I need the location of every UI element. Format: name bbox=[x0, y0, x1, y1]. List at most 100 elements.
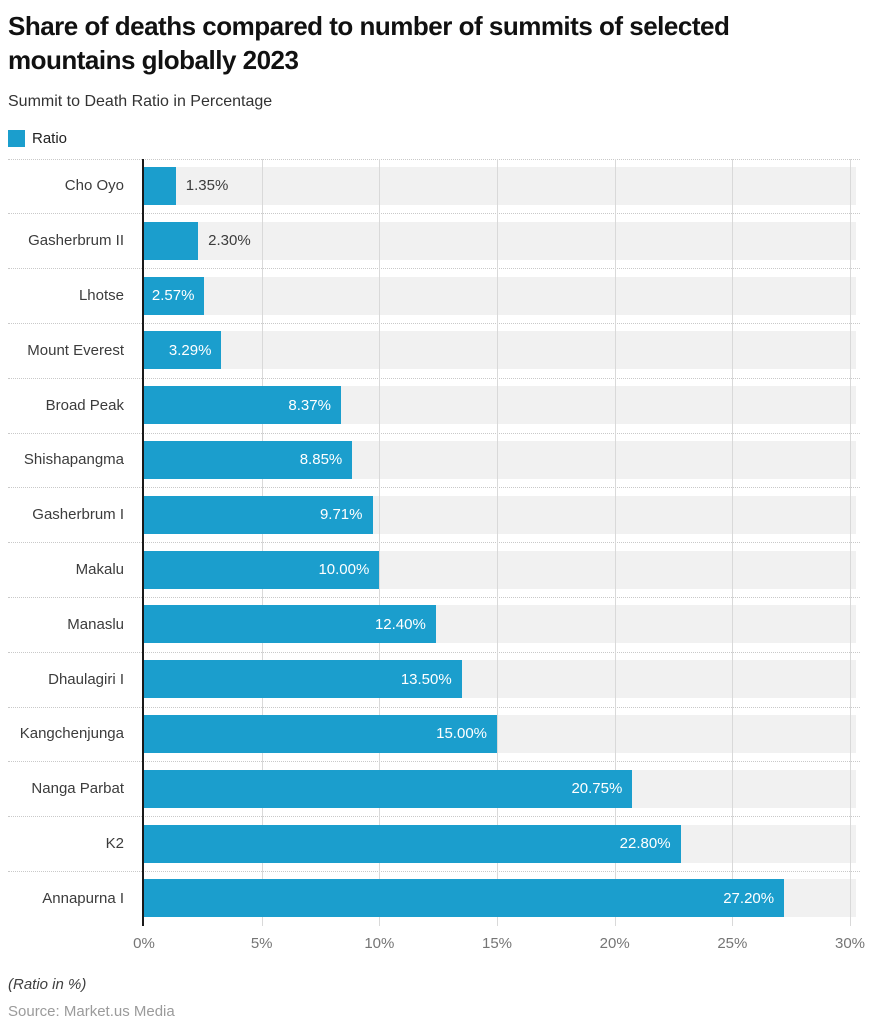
ratio-bar[interactable]: 15.00% bbox=[144, 714, 497, 753]
bar-value-label: 27.20% bbox=[723, 889, 775, 907]
bar-value-label: 15.00% bbox=[436, 725, 487, 743]
bar-track: 9.71% bbox=[144, 495, 856, 534]
bar-track: 2.30% bbox=[144, 221, 856, 260]
category-label: Broad Peak bbox=[45, 396, 124, 414]
legend-item-ratio[interactable]: Ratio bbox=[8, 129, 68, 147]
axis-footnote: (Ratio in %) bbox=[8, 975, 87, 993]
chart-row: Manaslu 12.40% bbox=[8, 597, 862, 652]
chart-row: Kangchenjunga 15.00% bbox=[8, 707, 862, 762]
vertical-gridline bbox=[379, 158, 381, 926]
bar-value-label: 13.50% bbox=[400, 670, 452, 688]
bar-value-label: 8.37% bbox=[288, 396, 331, 414]
x-tick-label: 5% bbox=[250, 934, 273, 952]
bar-value-label: 2.30% bbox=[208, 232, 251, 250]
ratio-bar[interactable]: 8.37% bbox=[144, 386, 341, 425]
bar-value-label: 10.00% bbox=[318, 561, 370, 579]
chart-row: Dhaulagiri I 13.50% bbox=[8, 652, 862, 707]
bar-value-label: 22.80% bbox=[619, 835, 671, 853]
bar-value-label: 12.40% bbox=[374, 615, 426, 633]
category-label: Makalu bbox=[75, 561, 124, 579]
legend-swatch-icon bbox=[8, 129, 25, 147]
ratio-bar[interactable]: 1.35% bbox=[144, 166, 228, 205]
legend-label: Ratio bbox=[32, 129, 68, 147]
category-label: Nanga Parbat bbox=[31, 780, 124, 798]
vertical-gridline bbox=[850, 158, 851, 926]
bar-value-label: 3.29% bbox=[168, 341, 212, 359]
row-separator-line bbox=[8, 377, 860, 379]
ratio-bar[interactable]: 27.20% bbox=[144, 879, 785, 918]
bar-value-label: 9.71% bbox=[319, 506, 363, 524]
row-separator-line bbox=[8, 213, 860, 215]
row-separator-line bbox=[8, 816, 860, 818]
chart-row: Makalu 10.00% bbox=[8, 542, 862, 597]
vertical-gridline bbox=[614, 158, 616, 926]
row-separator-line bbox=[8, 596, 860, 598]
bar-track: 8.85% bbox=[144, 440, 856, 479]
row-separator-line bbox=[8, 706, 860, 708]
x-axis-ticks: 0% 5% 10% 15% 20% 25% 30% bbox=[133, 926, 865, 956]
category-label: Mount Everest bbox=[27, 341, 124, 359]
category-label: Gasherbrum I bbox=[32, 506, 124, 524]
bar-chart: Cho Oyo 1.35% Gasherbrum II 2.30% Lhotse… bbox=[8, 158, 862, 926]
category-label: Dhaulagiri I bbox=[48, 670, 124, 688]
row-separator-line bbox=[8, 268, 860, 270]
chart-row: Shishapangma 8.85% bbox=[8, 433, 862, 488]
bar-track: 10.00% bbox=[144, 550, 856, 589]
ratio-bar[interactable]: 2.30% bbox=[144, 221, 251, 260]
y-axis-line bbox=[142, 158, 144, 926]
vertical-gridline bbox=[497, 158, 498, 926]
ratio-bar[interactable]: 9.71% bbox=[144, 495, 373, 534]
category-label: Cho Oyo bbox=[64, 177, 124, 195]
chart-rows: Cho Oyo 1.35% Gasherbrum II 2.30% Lhotse… bbox=[8, 159, 862, 926]
x-tick-label: 10% bbox=[364, 934, 395, 952]
bar-track: 22.80% bbox=[144, 824, 856, 863]
chart-row: Broad Peak 8.37% bbox=[8, 378, 862, 433]
bar-track: 15.00% bbox=[144, 714, 856, 753]
chart-row: Lhotse 2.57% bbox=[8, 268, 862, 323]
category-label: Shishapangma bbox=[23, 451, 124, 469]
ratio-bar[interactable]: 13.50% bbox=[144, 660, 462, 699]
chart-row: Annapurna I 27.20% bbox=[8, 871, 862, 926]
vertical-gridline bbox=[261, 158, 263, 926]
row-separator-line bbox=[8, 651, 860, 653]
bar-track: 27.20% bbox=[144, 879, 856, 918]
bar-track: 20.75% bbox=[144, 769, 856, 808]
x-tick-label: 30% bbox=[834, 934, 866, 952]
category-label: Gasherbrum II bbox=[28, 232, 124, 250]
chart-row: Gasherbrum II 2.30% bbox=[8, 213, 862, 268]
bar-track: 3.29% bbox=[144, 331, 856, 370]
row-separator-line bbox=[8, 761, 860, 763]
source-credit: Source: Market.us Media bbox=[8, 1002, 175, 1020]
category-label: Kangchenjunga bbox=[19, 725, 124, 743]
bar-value-label: 1.35% bbox=[185, 177, 229, 195]
ratio-bar[interactable]: 8.85% bbox=[144, 440, 353, 479]
chart-row: Mount Everest 3.29% bbox=[8, 323, 862, 378]
ratio-bar[interactable]: 10.00% bbox=[144, 550, 380, 589]
vertical-gridline bbox=[732, 158, 734, 926]
chart-row: Gasherbrum I 9.71% bbox=[8, 487, 862, 542]
category-label: Lhotse bbox=[78, 287, 124, 305]
row-separator-line bbox=[8, 487, 860, 489]
chart-title: Share of deaths compared to number of su… bbox=[8, 11, 730, 75]
legend: Ratio bbox=[8, 129, 862, 147]
x-tick-label: 0% bbox=[133, 934, 155, 952]
category-label: Annapurna I bbox=[42, 889, 124, 907]
chart-row: Nanga Parbat 20.75% bbox=[8, 761, 862, 816]
category-label: Manaslu bbox=[67, 615, 124, 633]
ratio-bar[interactable]: 22.80% bbox=[144, 824, 681, 863]
bar-value-label: 2.57% bbox=[151, 287, 195, 305]
row-separator-line bbox=[8, 158, 860, 160]
row-separator-line bbox=[8, 432, 860, 434]
gridlines bbox=[144, 158, 856, 926]
row-separator-line bbox=[8, 542, 860, 544]
bar-track: 2.57% bbox=[144, 276, 856, 315]
ratio-bar[interactable]: 20.75% bbox=[144, 769, 633, 808]
chart-subtitle: Summit to Death Ratio in Percentage bbox=[8, 92, 273, 110]
ratio-bar[interactable]: 2.57% bbox=[144, 276, 205, 315]
category-label: K2 bbox=[105, 835, 124, 853]
row-separator-line bbox=[8, 322, 860, 324]
row-separator-line bbox=[8, 870, 860, 872]
ratio-bar[interactable]: 3.29% bbox=[144, 331, 222, 370]
ratio-bar[interactable]: 12.40% bbox=[144, 605, 436, 644]
